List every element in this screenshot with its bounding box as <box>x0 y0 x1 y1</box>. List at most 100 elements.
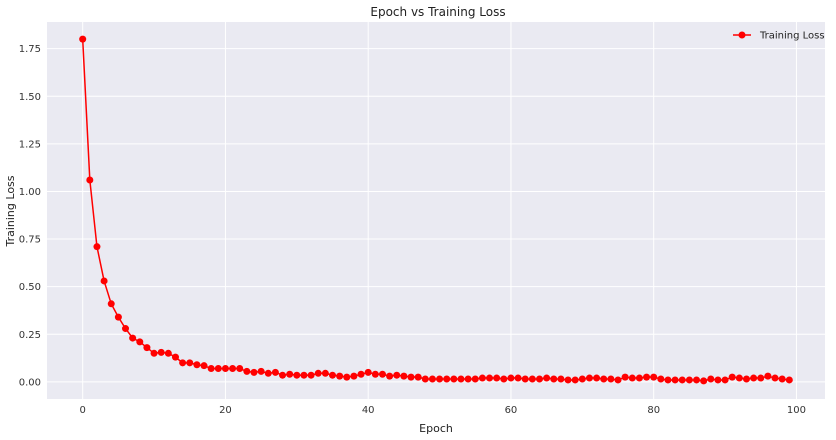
legend-marker <box>738 31 746 39</box>
series-line <box>81 39 790 382</box>
data-point <box>321 369 329 377</box>
data-point <box>407 373 415 381</box>
data-point <box>221 365 229 373</box>
data-point <box>93 243 101 251</box>
data-point <box>600 375 608 383</box>
data-point <box>700 377 708 385</box>
series-layer <box>79 35 793 385</box>
data-point <box>450 375 458 383</box>
data-point <box>578 375 586 383</box>
data-point <box>721 376 729 384</box>
data-point <box>521 375 529 383</box>
x-tick-label: 0 <box>80 405 86 416</box>
data-point <box>164 349 172 357</box>
plot-area <box>47 22 825 399</box>
data-point <box>171 353 179 361</box>
data-point <box>143 344 151 352</box>
y-tick-label: 0.75 <box>19 235 41 246</box>
y-tick-label: 0.50 <box>19 282 41 293</box>
data-point <box>464 375 472 383</box>
y-axis-label: Training Loss <box>4 175 17 247</box>
data-point <box>478 374 486 382</box>
data-point <box>86 176 94 184</box>
grid-lines <box>47 22 825 399</box>
data-point <box>314 369 322 377</box>
data-point <box>329 371 337 379</box>
data-point <box>557 375 565 383</box>
data-point <box>257 367 265 375</box>
data-point <box>650 373 658 381</box>
data-point <box>386 372 394 380</box>
y-tick-label: 1.00 <box>19 187 41 198</box>
data-point <box>129 334 137 342</box>
data-point <box>614 376 622 384</box>
data-point <box>635 374 643 382</box>
y-tick-label: 1.75 <box>19 44 41 55</box>
data-point <box>486 374 494 382</box>
data-point <box>543 374 551 382</box>
data-point <box>514 374 522 382</box>
legend-label: Training Loss <box>759 31 825 42</box>
data-point <box>771 374 779 382</box>
data-point <box>428 375 436 383</box>
data-point <box>179 359 187 367</box>
data-point <box>400 372 408 380</box>
data-point <box>343 373 351 381</box>
data-point <box>307 371 315 379</box>
data-point <box>671 376 679 384</box>
data-point <box>707 375 715 383</box>
data-point <box>607 375 615 383</box>
x-tick-label: 100 <box>787 405 806 416</box>
data-point <box>528 375 536 383</box>
data-point <box>200 362 208 370</box>
data-point <box>443 375 451 383</box>
y-tick-label: 0.25 <box>19 330 41 341</box>
data-point <box>685 376 693 384</box>
data-point <box>657 375 665 383</box>
data-point <box>357 370 365 378</box>
data-point <box>271 368 279 376</box>
data-point <box>264 369 272 377</box>
data-point <box>364 368 372 376</box>
data-point <box>564 376 572 384</box>
legend: Training Loss <box>733 31 825 42</box>
data-point <box>643 373 651 381</box>
data-point <box>250 368 258 376</box>
y-tick-label: 0.00 <box>19 377 41 388</box>
data-point <box>471 375 479 383</box>
data-point <box>500 375 508 383</box>
data-point <box>122 325 130 333</box>
data-point <box>350 372 358 380</box>
data-point <box>664 376 672 384</box>
data-point <box>693 376 701 384</box>
data-point <box>243 367 251 375</box>
data-point <box>150 349 158 357</box>
data-point <box>785 376 793 384</box>
data-point <box>414 373 422 381</box>
data-point <box>457 375 465 383</box>
data-point <box>621 373 629 381</box>
chart-title: Epoch vs Training Loss <box>370 5 505 19</box>
x-tick-label: 20 <box>219 405 232 416</box>
data-point <box>107 300 115 308</box>
data-point <box>593 374 601 382</box>
data-point <box>186 359 194 367</box>
data-point <box>236 365 244 373</box>
data-point <box>193 361 201 369</box>
data-point <box>286 370 294 378</box>
data-point <box>678 376 686 384</box>
y-tick-label: 1.50 <box>19 92 41 103</box>
x-tick-label: 60 <box>505 405 518 416</box>
tick-labels: 0 20 40 60 80 100 0.00 0.25 0.50 0.75 1.00 1.25 1.50… <box>19 44 806 416</box>
data-point <box>421 375 429 383</box>
data-point <box>728 373 736 381</box>
data-point <box>750 374 758 382</box>
data-point <box>293 371 301 379</box>
data-point <box>207 365 215 373</box>
data-point <box>136 338 144 346</box>
data-point <box>114 313 122 321</box>
data-point <box>757 374 765 382</box>
data-point <box>157 348 165 356</box>
data-point <box>571 376 579 384</box>
